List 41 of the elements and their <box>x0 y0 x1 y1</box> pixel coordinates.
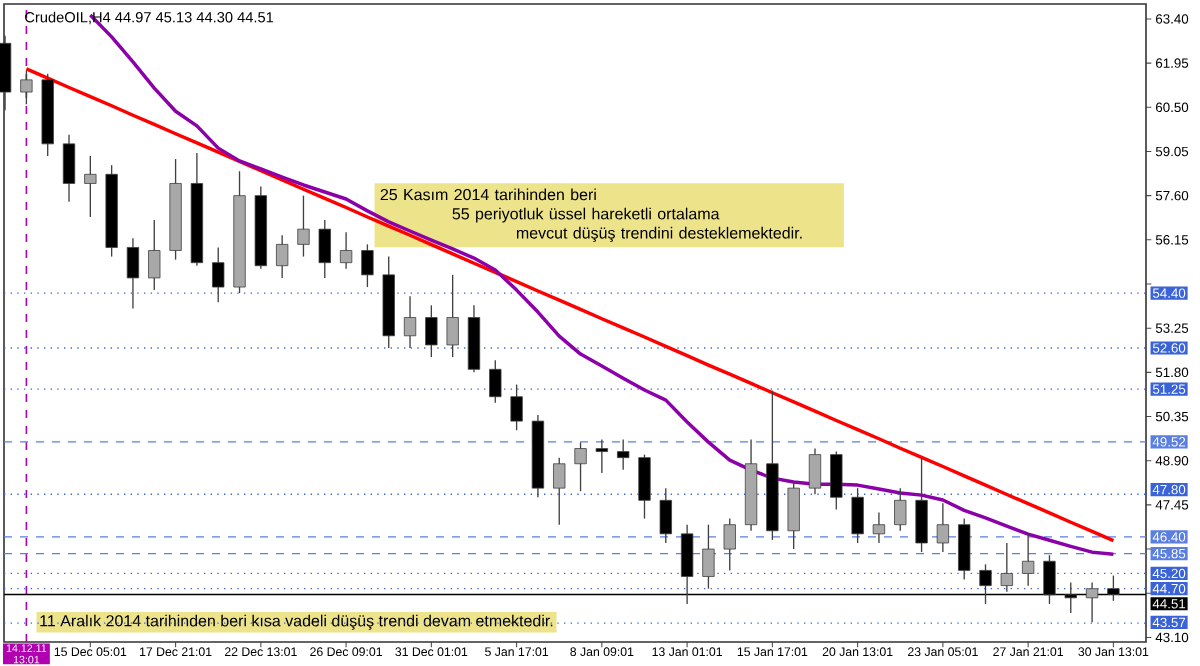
candlestick <box>403 295 417 349</box>
candlestick <box>851 487 864 544</box>
candlestick <box>297 194 310 258</box>
candlestick <box>148 219 161 291</box>
candlestick <box>659 487 672 544</box>
candlestick <box>126 237 140 310</box>
candlestick <box>617 438 630 471</box>
candlestick <box>723 517 736 572</box>
candlestick <box>425 304 438 358</box>
candlestick <box>212 246 225 303</box>
candlestick <box>20 70 33 105</box>
candlestick <box>787 481 800 550</box>
candlestick <box>638 453 651 520</box>
candlestick <box>830 450 843 511</box>
candlestick <box>1021 533 1035 587</box>
annotation: mevcut düşüş trendini desteklemektedir. <box>516 226 802 242</box>
candlestick <box>553 456 566 526</box>
candlestick <box>510 383 523 431</box>
candlestick <box>1000 542 1013 593</box>
annotation: 55 periyotluk üssel hareketli ortalama <box>452 207 720 223</box>
candlestick <box>361 243 374 288</box>
candlestick <box>872 511 886 544</box>
candlestick <box>1085 581 1099 623</box>
candlestick <box>574 441 587 492</box>
candlestick <box>276 234 289 279</box>
candlestick <box>446 274 459 358</box>
candlestick <box>958 517 971 581</box>
annotation: 11 Aralık 2014 tarihinden beri kısa vadeli düşüş trendi devam etmektedir. <box>40 614 553 630</box>
candlestick <box>339 231 353 270</box>
candlestick <box>318 219 331 279</box>
candlestick <box>915 456 928 553</box>
candlestick <box>702 524 715 590</box>
line-series <box>24 67 1116 543</box>
candlestick <box>62 134 76 203</box>
candlestick <box>84 155 97 218</box>
candlestick <box>894 487 907 532</box>
candlestick <box>489 359 502 404</box>
candlestick <box>595 438 609 474</box>
candlestick <box>936 502 950 553</box>
candlestick <box>808 447 822 495</box>
annotation: 25 Kasım 2014 tarihinden beri <box>380 188 596 201</box>
